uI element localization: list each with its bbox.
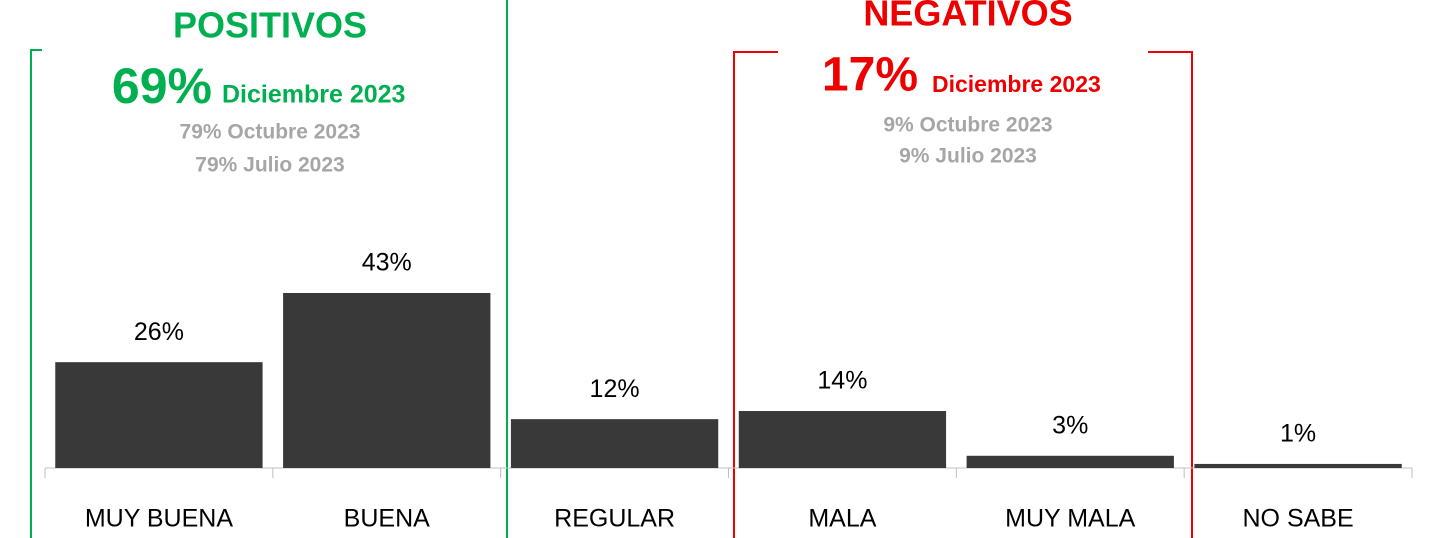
x-tick-label: BUENA [344, 505, 430, 533]
bracket-left [30, 49, 42, 538]
x-tick-label: REGULAR [554, 505, 675, 533]
negative-heading: NEGATIVOS [863, 0, 1072, 34]
value-label: 3% [1052, 411, 1088, 439]
positive-previous: 79% Octubre 2023 [180, 121, 361, 144]
value-label: 12% [590, 375, 640, 403]
bracket-left [733, 51, 778, 538]
x-tick-label: MUY MALA [1005, 505, 1135, 533]
negative-current: 17% [822, 49, 918, 102]
bar [283, 292, 491, 468]
negative-previous: 9% Octubre 2023 [883, 114, 1052, 137]
x-tick-label: MALA [808, 505, 876, 533]
bar [55, 362, 263, 468]
bar [510, 419, 719, 468]
value-label: 43% [362, 249, 412, 277]
bar [738, 411, 947, 468]
bracket-right [1148, 51, 1193, 538]
negative-bracket [733, 51, 1193, 538]
positive-bracket [30, 0, 508, 538]
positive-previous: 79% Julio 2023 [195, 154, 344, 177]
negative-period: Diciembre 2023 [932, 71, 1101, 97]
value-label: 26% [134, 318, 184, 346]
value-label: 1% [1280, 420, 1316, 448]
bar [1194, 463, 1402, 468]
x-tick-label: MUY BUENA [85, 505, 234, 533]
bar [966, 455, 1174, 468]
positive-period: Diciembre 2023 [222, 81, 405, 109]
value-label: 14% [817, 367, 867, 395]
negative-previous: 9% Julio 2023 [899, 145, 1037, 168]
positive-heading: POSITIVOS [173, 5, 367, 46]
positive-current: 69% [112, 58, 212, 114]
x-tick-label: NO SABE [1243, 505, 1354, 533]
